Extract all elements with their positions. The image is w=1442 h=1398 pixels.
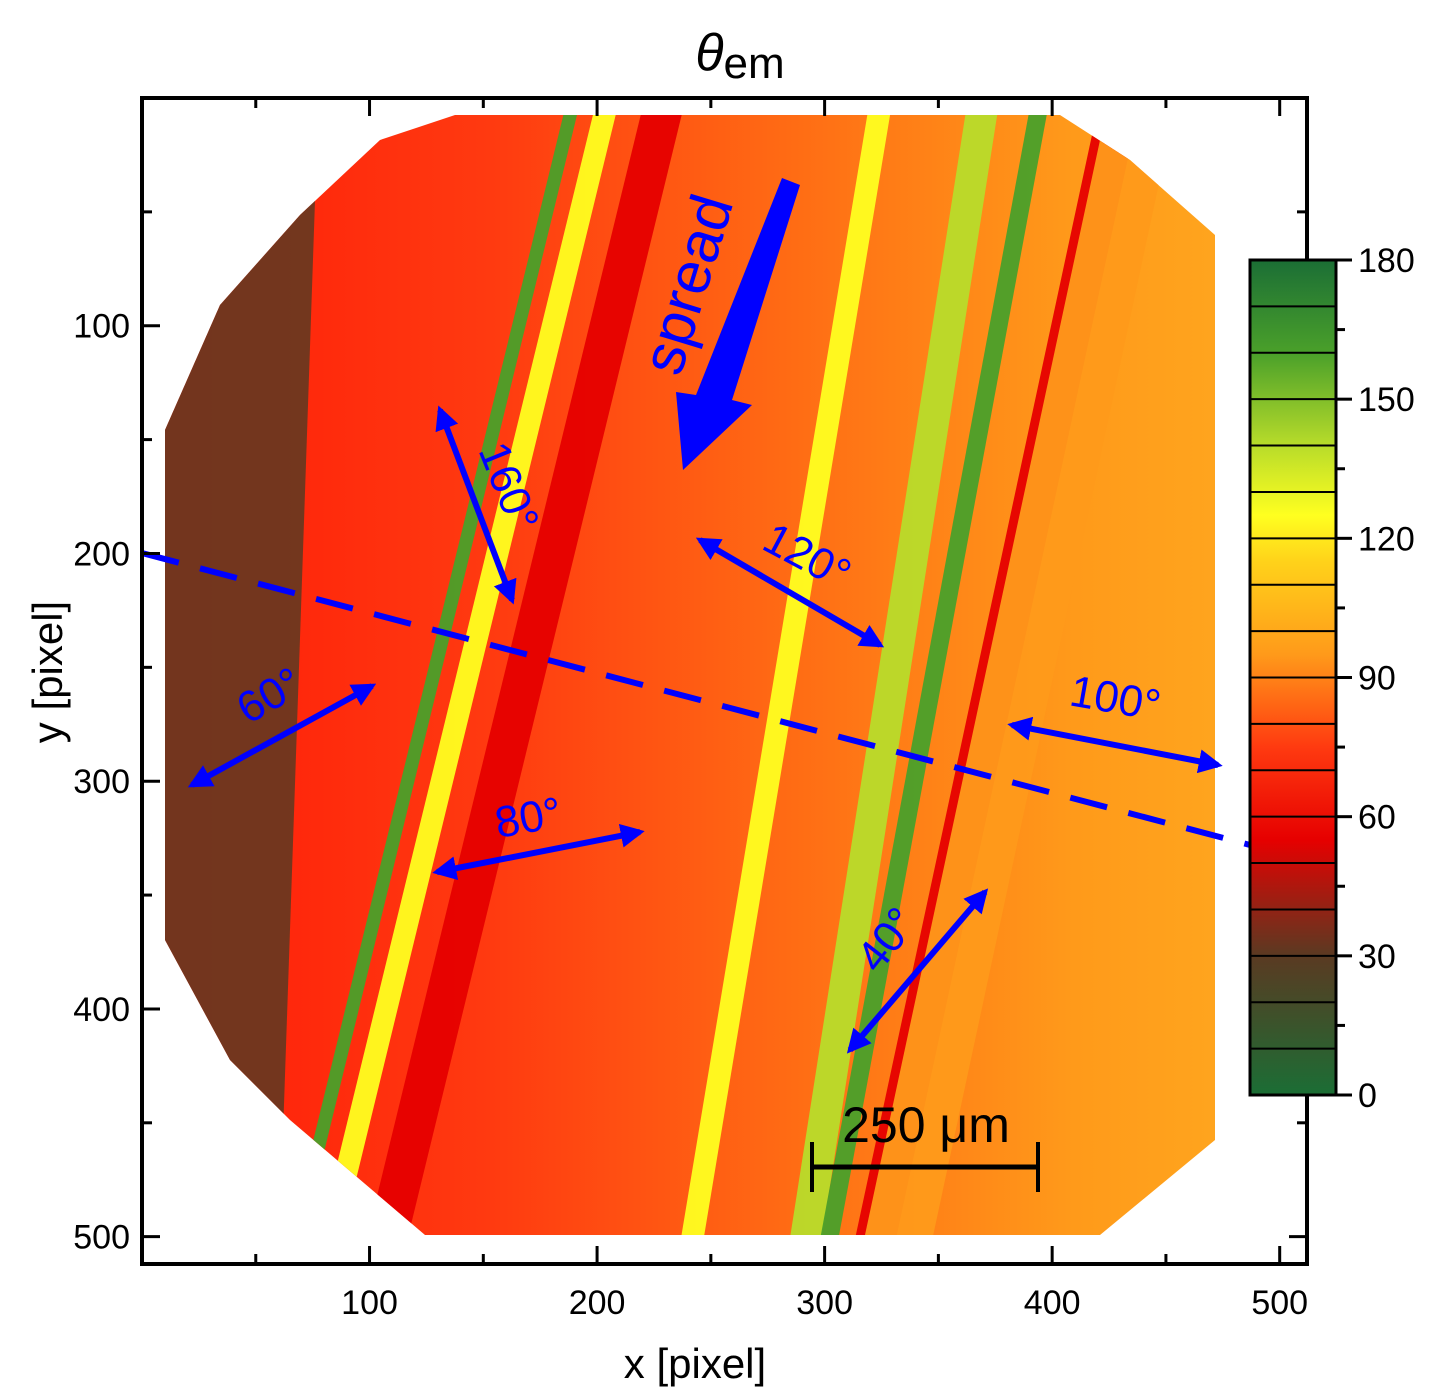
colorbar-tick-label: 150 (1358, 381, 1415, 419)
profile-dashed-line (142, 550, 1307, 863)
heatmap-stripe (360, 115, 686, 1235)
x-tick-label: 200 (569, 1284, 626, 1322)
colorbar-tick-label: 0 (1358, 1077, 1377, 1115)
axis-ticks: 100 200 300 400 500 100 200 300 400 500 (73, 98, 1308, 1322)
chart-title: θem (695, 24, 784, 88)
arrow-120 (695, 537, 885, 648)
colorbar-tick-label: 180 (1358, 242, 1415, 280)
y-tick-label: 400 (73, 991, 130, 1029)
colorbar-tick-label: 30 (1358, 938, 1396, 976)
x-tick-label: 500 (1251, 1284, 1308, 1322)
y-tick-label: 100 (73, 308, 130, 346)
heatmap-stripe (676, 115, 893, 1235)
colorbar-ticks: 0 30 60 90 120 150 180 (1336, 242, 1415, 1115)
heatmap-stripe (165, 115, 319, 1235)
x-tick-label: 300 (796, 1284, 853, 1322)
y-axis-title: y [pixel] (24, 601, 71, 743)
heatmap-stripe (283, 115, 582, 1235)
y-tick-label: 500 (73, 1219, 130, 1257)
x-tick-label: 100 (341, 1284, 398, 1322)
heatmap-stripe (785, 115, 1000, 1235)
x-axis-title: x [pixel] (624, 1340, 766, 1387)
colorbar-tick-label: 120 (1358, 520, 1415, 558)
heatmap-stripe (312, 115, 620, 1235)
scale-bar-label: 250 μm (842, 1097, 1010, 1153)
arrow-100 (1007, 716, 1223, 774)
label-80: 80° (491, 788, 565, 848)
x-tick-label: 400 (1024, 1284, 1081, 1322)
y-tick-label: 300 (73, 763, 130, 801)
chart-title-subscript: em (724, 39, 785, 88)
arrow-80 (432, 823, 645, 881)
spread-arrow-shape (676, 178, 800, 470)
colorbar: 0 30 60 90 120 150 180 (1248, 242, 1415, 1115)
arrow-60 (187, 683, 377, 788)
colorbar-tick-label: 90 (1358, 660, 1396, 698)
chart-title-main: θ (695, 24, 723, 82)
arrow-40 (846, 888, 989, 1054)
arrow-160 (435, 405, 517, 605)
scale-bar: 250 μm (810, 1097, 1040, 1192)
y-tick-label: 200 (73, 535, 130, 573)
colorbar-bands (1250, 305, 1336, 1050)
spread-arrow (676, 178, 800, 470)
colorbar-tick-label: 60 (1358, 799, 1396, 837)
